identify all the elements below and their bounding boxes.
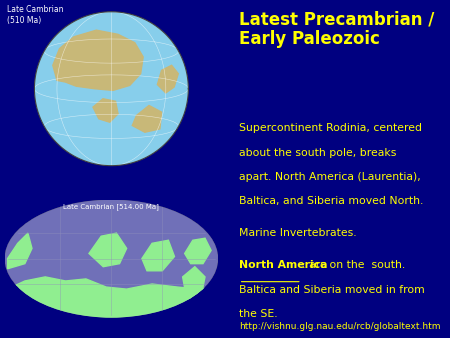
Polygon shape bbox=[142, 240, 175, 271]
Text: : arc on the  south.: : arc on the south. bbox=[302, 260, 405, 270]
Text: Late Cambrian [514.00 Ma]: Late Cambrian [514.00 Ma] bbox=[63, 203, 159, 210]
Ellipse shape bbox=[4, 199, 218, 318]
Text: Latest Precambrian /
Early Paleozoic: Latest Precambrian / Early Paleozoic bbox=[238, 10, 434, 48]
Text: Late Cambrian
(510 Ma): Late Cambrian (510 Ma) bbox=[7, 5, 63, 25]
Text: the SE.: the SE. bbox=[238, 309, 277, 319]
Polygon shape bbox=[89, 233, 126, 267]
Polygon shape bbox=[184, 238, 211, 264]
Circle shape bbox=[34, 12, 189, 166]
Text: about the south pole, breaks: about the south pole, breaks bbox=[238, 148, 396, 158]
Text: Baltica, and Siberia moved North.: Baltica, and Siberia moved North. bbox=[238, 196, 423, 207]
Text: apart. North America (Laurentia),: apart. North America (Laurentia), bbox=[238, 172, 420, 182]
Polygon shape bbox=[53, 30, 143, 90]
Polygon shape bbox=[93, 99, 118, 122]
Polygon shape bbox=[8, 233, 32, 269]
Polygon shape bbox=[132, 105, 162, 132]
Text: North America: North America bbox=[238, 260, 327, 270]
Polygon shape bbox=[8, 277, 215, 318]
Text: Supercontinent Rodinia, centered: Supercontinent Rodinia, centered bbox=[238, 123, 422, 134]
Polygon shape bbox=[183, 267, 205, 299]
Text: Baltica and Siberia moved in from: Baltica and Siberia moved in from bbox=[238, 285, 424, 295]
Polygon shape bbox=[158, 65, 178, 93]
Text: http://vishnu.glg.nau.edu/rcb/globaltext.htm: http://vishnu.glg.nau.edu/rcb/globaltext… bbox=[238, 322, 440, 331]
Text: Marine Invertebrates.: Marine Invertebrates. bbox=[238, 228, 356, 238]
